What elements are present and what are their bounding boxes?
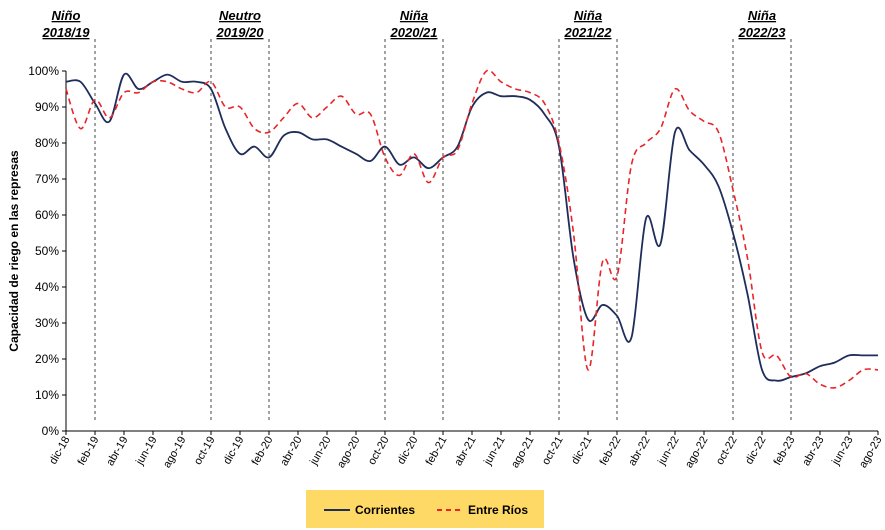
x-tick-label: jun-23 [829,435,855,468]
phase-label-bottom: 2018/19 [42,25,91,40]
x-tick-label: jun-20 [307,435,333,468]
y-axis-label: Capacidad de riego en las represas [7,150,21,352]
x-tick-label: feb-22 [598,435,624,468]
y-tick-label: 0% [42,424,60,438]
phase-label-top: Niña [400,8,428,23]
x-tick-label: feb-23 [772,435,798,468]
series-lines [65,69,879,389]
x-tick-label: abr-23 [800,435,826,469]
x-tick-label: ago-21 [509,435,537,471]
phase-label-top: Niña [748,8,776,23]
y-tick-label: 50% [35,244,59,258]
phase-label-top: Niña [574,8,602,23]
series-line-corrientes [65,72,878,382]
x-tick-label: abr-21 [452,435,478,469]
y-tick-label: 100% [28,64,59,78]
phase-label-top: Neutro [219,8,261,23]
y-tick-label: 80% [35,136,59,150]
phase-label-top: Niño [52,8,81,23]
x-tick-label: oct-19 [192,435,218,467]
y-tick-label: 60% [35,208,59,222]
y-tick-label: 70% [35,172,59,186]
x-tick-label: oct-20 [366,435,392,467]
x-tick-label: abr-19 [104,435,130,469]
phase-labels: Niño 2018/19 Neutro 2019/20 Niña 2020/21 Niña 2… [42,8,787,40]
x-tick-label: feb-21 [424,435,450,468]
x-tick-label: oct-21 [540,435,566,467]
series-line-entre-rios [65,69,879,389]
legend-label-entre-rios: Entre Ríos [468,503,528,517]
x-tick-label: dic-19 [221,435,246,467]
phase-label-bottom: 2022/23 [738,25,787,40]
phase-label-bottom: 2019/20 [216,25,265,40]
x-axis: dic-18 feb-19 abr-19 jun-19 ago-19 oct-19 dic-… [47,430,885,471]
x-tick-label: dic-18 [47,435,72,467]
legend-label-corrientes: Corrientes [355,503,415,517]
x-tick-label: abr-20 [278,435,304,469]
y-tick-label: 40% [35,280,59,294]
phase-lines [94,39,792,421]
y-tick-label: 30% [35,316,59,330]
x-tick-label: dic-22 [743,435,768,467]
y-axis: 0% 10% 20% 30% 40% 50% 60% 70% 80% 90% 100% [28,64,67,438]
y-tick-label: 10% [35,388,59,402]
x-tick-label: feb-20 [250,435,276,468]
x-tick-label: abr-22 [626,435,652,469]
phase-label-bottom: 2020/21 [390,25,438,40]
x-tick-label: dic-21 [569,435,594,467]
x-tick-label: jun-21 [481,435,507,468]
x-tick-label: ago-19 [161,435,189,471]
legend: Corrientes Entre Ríos [306,490,544,528]
x-tick-label: ago-23 [857,435,885,471]
x-tick-label: jun-19 [133,435,159,468]
x-tick-label: oct-22 [714,435,740,467]
x-tick-label: feb-19 [76,435,102,468]
x-tick-label: dic-20 [395,435,420,467]
y-tick-label: 20% [35,352,59,366]
x-tick-label: ago-22 [683,435,711,471]
phase-label-bottom: 2021/22 [564,25,613,40]
x-tick-label: ago-20 [335,435,363,471]
x-tick-label: jun-22 [655,435,681,468]
y-tick-label: 90% [35,100,59,114]
